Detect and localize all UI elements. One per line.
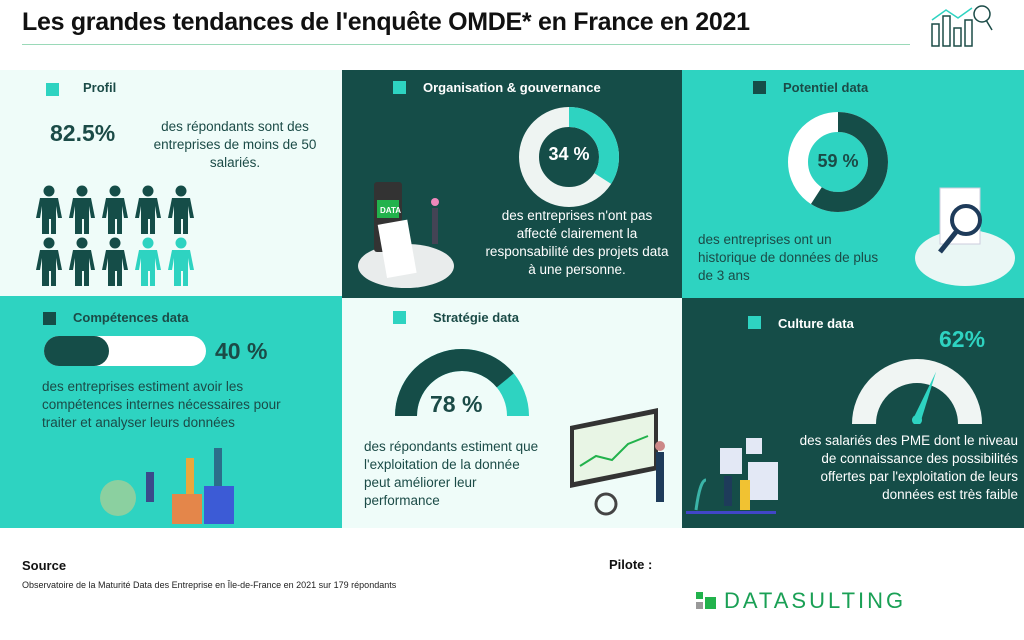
- stat-description: des répondants estiment que l'exploitati…: [364, 439, 539, 508]
- bullet-square: [43, 312, 56, 325]
- panel-title: Compétences data: [73, 310, 189, 325]
- recruitment-illustration: [686, 438, 778, 514]
- logo-mark-icon: [696, 592, 716, 609]
- panel-competences: Compétences data 40 % des entreprises es…: [0, 298, 342, 528]
- donut-value-arc: [788, 112, 888, 212]
- panel-culture: Culture data 62% des salariés des PME do…: [682, 298, 1024, 528]
- stat-description: des entreprises ont un historique de don…: [698, 232, 879, 283]
- donut-chart: [788, 112, 888, 212]
- progress-bar: [44, 336, 206, 366]
- stat-description: des salariés des PME dont le niveau de c…: [799, 433, 1018, 502]
- panel-strategie: Stratégie data 78 % des répondants estim…: [342, 298, 682, 528]
- person-icon: [102, 185, 128, 235]
- person-icon: [168, 237, 194, 287]
- gauge-needle: [912, 371, 937, 424]
- panel-title: Organisation & gouvernance: [423, 80, 601, 95]
- source-text: Observatoire de la Maturité Data des Ent…: [22, 580, 397, 590]
- person-icon: [69, 237, 95, 287]
- donut-value-arc: [519, 107, 619, 207]
- dashboard-illustration: [570, 408, 665, 516]
- logo-text: DATASULTING: [724, 588, 907, 613]
- bullet-square: [753, 81, 766, 94]
- person-icon: [135, 185, 161, 235]
- person-icon: [36, 237, 62, 287]
- title-divider: [22, 44, 910, 45]
- stat-value: 82.5%: [50, 120, 116, 146]
- panel-title: Stratégie data: [433, 310, 519, 325]
- svg-text:DATA: DATA: [380, 206, 401, 215]
- progress-bar-fill: [44, 336, 109, 366]
- person-icon: [102, 237, 128, 287]
- bullet-square: [46, 83, 59, 96]
- person-icon: [69, 185, 95, 235]
- page-title: Les grandes tendances de l'enquête OMDE*…: [22, 8, 750, 36]
- donut-chart: [519, 107, 619, 207]
- pilote-label: Pilote :: [609, 557, 653, 572]
- datasulting-logo: DATASULTING: [696, 588, 907, 613]
- data-report-illustration: DATA: [358, 182, 454, 288]
- bullet-square: [393, 81, 406, 94]
- panel-potentiel: Potentiel data 59 % des entreprises ont …: [682, 70, 1024, 298]
- stat-value: 34 %: [548, 144, 590, 164]
- stat-value: 59 %: [817, 151, 859, 171]
- stat-value: 62%: [939, 326, 986, 352]
- stat-value: 78 %: [430, 391, 483, 417]
- gauge-value-arc: [395, 349, 529, 417]
- panel-title: Profil: [83, 80, 117, 95]
- chart-search-icon: [931, 5, 993, 47]
- magnifier-analysis-illustration: [915, 187, 1015, 286]
- panel-title: Culture data: [778, 316, 854, 331]
- stat-description: des entreprises n'ont pas affecté claire…: [485, 208, 669, 277]
- stat-description: des entreprises estiment avoir les compé…: [42, 379, 281, 430]
- bullet-square: [393, 311, 406, 324]
- bullet-square: [748, 316, 761, 329]
- person-icon: [135, 237, 161, 287]
- panel-profil: Profil 82.5% des répondants sont des ent…: [0, 70, 342, 298]
- source-label: Source: [22, 558, 67, 573]
- person-icon: [168, 185, 194, 235]
- needle-gauge: [852, 359, 982, 424]
- teamwork-illustration: [100, 448, 234, 524]
- semi-gauge: [395, 349, 529, 417]
- panel-organisation: Organisation & gouvernance 34 % des entr…: [342, 70, 682, 298]
- person-icon: [36, 185, 62, 235]
- stat-value: 40 %: [215, 338, 268, 364]
- panel-title: Potentiel data: [783, 80, 869, 95]
- stat-description: des répondants sont des entreprises de m…: [153, 119, 317, 170]
